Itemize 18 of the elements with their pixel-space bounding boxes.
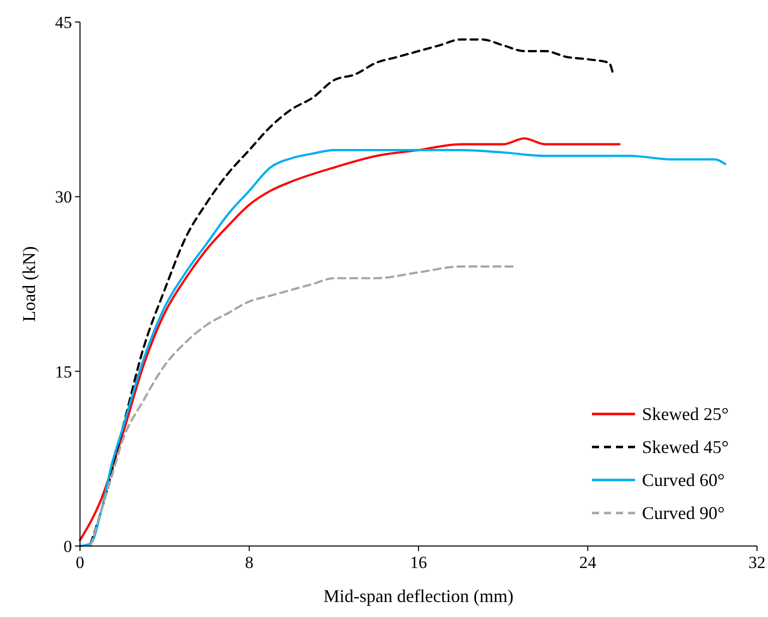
y-axis-title: Load (kN) [19, 246, 39, 322]
legend-label: Skewed 25° [642, 404, 729, 424]
legend-label: Curved 60° [642, 470, 725, 490]
x-tick-label: 8 [245, 553, 254, 572]
x-tick-label: 0 [76, 553, 84, 572]
y-tick-label: 0 [64, 537, 72, 556]
y-tick-label: 45 [55, 13, 72, 32]
line-series [78, 148, 726, 548]
x-tick-label: 24 [579, 553, 597, 572]
x-axis-title: Mid-span deflection (mm) [324, 586, 514, 606]
y-tick-label: 15 [55, 362, 72, 382]
legend-label: Skewed 45° [642, 437, 729, 457]
x-tick-label: 32 [748, 553, 766, 572]
legend-label: Curved 90° [642, 503, 725, 523]
y-tick-label: 30 [55, 188, 72, 207]
x-tick-label: 16 [410, 553, 427, 572]
line-series [89, 38, 614, 545]
line-series [78, 137, 621, 542]
